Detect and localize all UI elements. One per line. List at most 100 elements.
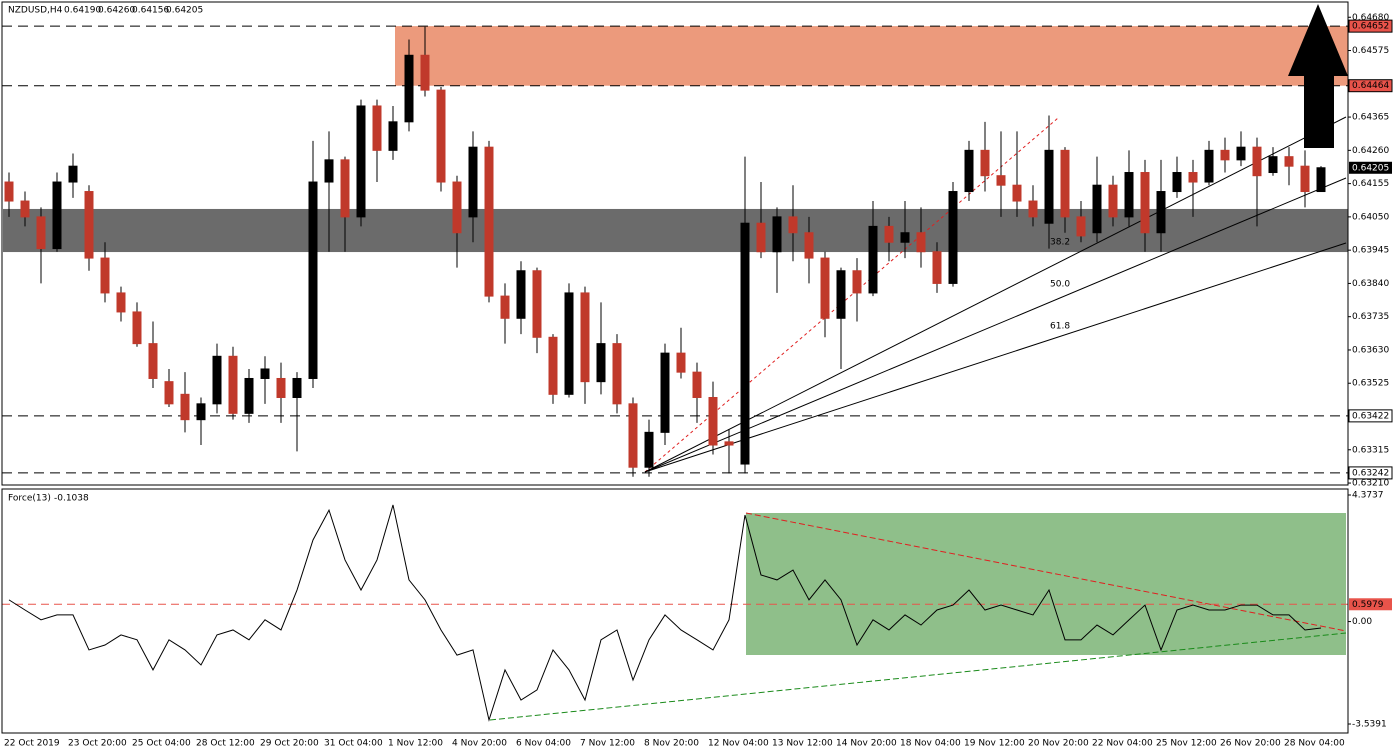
candle-body (228, 355, 238, 414)
x-tick-label: 22 Nov 04:00 (1092, 739, 1153, 749)
level-label: 0.5979 (1352, 600, 1384, 610)
candle-body (308, 181, 318, 379)
x-tick-label: 25 Oct 04:00 (132, 739, 191, 749)
candle-body (356, 105, 366, 218)
x-tick-label: 12 Nov 04:00 (708, 739, 769, 749)
level-label-box (1348, 466, 1393, 480)
candle-body (1316, 167, 1326, 193)
candle-body (708, 396, 718, 446)
x-tick-label: 28 Oct 12:00 (196, 739, 255, 749)
y-tick-label: 0.63945 (1352, 246, 1389, 256)
candle-body (1124, 172, 1134, 218)
candle-body (388, 121, 398, 151)
candle-body (1284, 156, 1294, 167)
candle-body (1092, 184, 1102, 234)
x-tick-label: 1 Nov 12:00 (388, 739, 443, 749)
candle-body (164, 381, 174, 405)
candle-body (212, 355, 222, 405)
candle-body (1236, 146, 1246, 161)
candle-body (52, 181, 62, 250)
x-tick-label: 31 Oct 04:00 (324, 739, 383, 749)
candle-body (260, 368, 270, 379)
candle-body (500, 295, 510, 319)
y-tick-label: 0.63525 (1352, 379, 1389, 389)
candle-body (1012, 184, 1022, 202)
level-label: 0.64464 (1352, 81, 1389, 91)
candle-body (980, 149, 990, 177)
fan-line (644, 116, 1347, 473)
candle-body (788, 216, 798, 234)
candle-body (836, 270, 846, 319)
candle-body (276, 377, 286, 398)
candle-body (644, 431, 654, 468)
x-tick-label: 22 Oct 2019 (4, 739, 60, 749)
fan-label: 38.2 (1050, 238, 1070, 248)
candle-body (116, 292, 126, 313)
candle-body (1044, 149, 1054, 224)
y-tick-label: 0.64575 (1352, 46, 1389, 56)
fan-line (644, 242, 1347, 473)
candle-body (804, 232, 814, 259)
candle-body (1300, 165, 1310, 193)
candle-body (948, 191, 958, 284)
candle-body (740, 222, 750, 465)
force-line (8, 504, 1322, 722)
y-tick-label: 0.64050 (1352, 212, 1389, 222)
candle-body (628, 403, 638, 468)
candle-body (180, 393, 190, 421)
x-tick-label: 28 Nov 04:00 (1284, 739, 1345, 749)
quote: 0.64190 (64, 6, 101, 16)
x-tick-label: 26 Nov 20:00 (1220, 739, 1281, 749)
candle-body (324, 159, 334, 183)
y-tick-label: 0.63735 (1352, 312, 1389, 322)
candle-body (20, 200, 30, 218)
y-tick-label: 0.63210 (1352, 479, 1389, 489)
x-tick-label: 4 Nov 20:00 (452, 739, 507, 749)
x-tick-label: 13 Nov 12:00 (772, 739, 833, 749)
x-tick-label: 6 Nov 04:00 (516, 739, 571, 749)
candle-body (660, 352, 670, 433)
candle-body (964, 149, 974, 193)
quote: 0.64205 (166, 6, 203, 16)
candle-body (452, 181, 462, 234)
candle-body (100, 257, 110, 294)
candle-body (4, 181, 14, 202)
candle-body (676, 352, 686, 373)
candle-body (372, 105, 382, 151)
level-label-box (1348, 19, 1393, 33)
candle-body (564, 292, 574, 395)
candle-body (1076, 216, 1086, 237)
candle-body (852, 270, 862, 294)
candle-body (1156, 191, 1166, 234)
y-tick-label: 0.64155 (1352, 179, 1389, 189)
price-pane-frame (1, 1, 1349, 486)
zone (3, 208, 1348, 253)
candle-body (772, 216, 782, 253)
x-tick-label: 7 Nov 12:00 (580, 739, 635, 749)
candle-body (1220, 149, 1230, 161)
x-tick-label: 14 Nov 20:00 (836, 739, 897, 749)
candle-body (1268, 156, 1278, 174)
force-box (746, 513, 1346, 655)
last-price: 0.64205 (1352, 163, 1389, 173)
x-tick-label: 8 Nov 20:00 (644, 739, 699, 749)
y-tick-label: 0.00 (1352, 617, 1372, 627)
candle-body (468, 146, 478, 218)
candle-body (1172, 172, 1182, 193)
candle-body (692, 371, 702, 398)
candle-body (1204, 149, 1214, 183)
candle-body (84, 191, 94, 259)
candle-body (932, 251, 942, 284)
last-price-box (1349, 161, 1392, 174)
candle-body (36, 216, 46, 250)
candle-body (612, 343, 622, 405)
candle-body (1140, 172, 1150, 234)
candle-body (900, 232, 910, 243)
candle-body (484, 146, 494, 297)
y-tick-label: 0.63630 (1352, 345, 1389, 355)
level-label-box (1348, 79, 1393, 93)
candle-body (196, 403, 206, 421)
candle-body (68, 165, 78, 183)
level-label: 0.63242 (1352, 468, 1389, 478)
